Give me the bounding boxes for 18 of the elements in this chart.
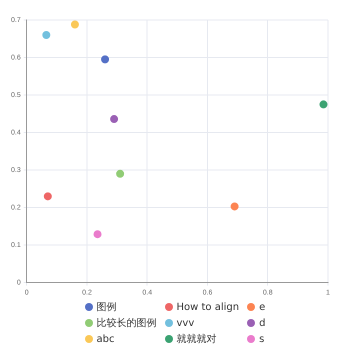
point [110,115,118,124]
point [44,192,52,200]
point [116,170,124,178]
point [70,20,79,28]
legend-label: d [259,318,266,328]
legend-label: 图例 [96,301,117,314]
point [319,100,328,108]
legend-label: abc [96,334,114,344]
legend-label: vvv [176,318,194,328]
legend-label: 比较长的图例 [96,316,157,330]
legend-label: e [259,302,266,312]
legend-label: s [259,334,264,344]
legend-label: 就就就对 [176,332,217,346]
point [42,31,50,40]
legend-label: How to align [176,302,240,312]
point [94,230,102,238]
point [230,202,239,210]
point [101,55,110,64]
